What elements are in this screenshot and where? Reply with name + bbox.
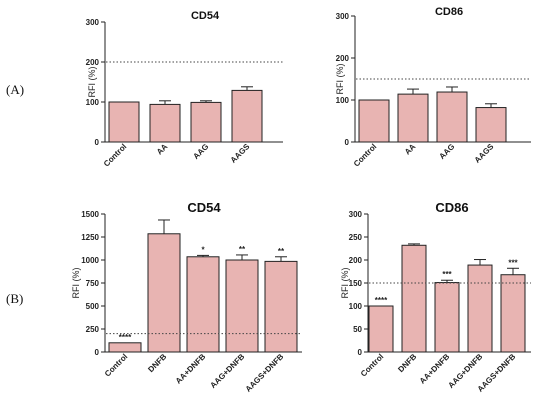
bar-control xyxy=(369,306,393,352)
category-label: Control xyxy=(359,352,385,378)
significance-label: **** xyxy=(119,333,132,342)
y-tick-label: 200 xyxy=(86,58,100,67)
y-tick-label: 0 xyxy=(358,348,363,357)
y-tick-label: 100 xyxy=(349,302,363,311)
category-label: Control xyxy=(103,352,129,378)
bar-aag xyxy=(437,92,467,142)
y-tick-label: 0 xyxy=(95,348,100,357)
bar-aa xyxy=(150,104,180,142)
category-label: AAG xyxy=(437,142,456,161)
bar-aa-dnfb xyxy=(187,257,219,352)
bar-dnfb xyxy=(148,234,180,352)
y-tick-label: 300 xyxy=(336,12,350,21)
category-label: DNFB xyxy=(396,352,418,374)
y-axis-label: RFI (%) xyxy=(87,67,97,98)
y-tick-label: 0 xyxy=(345,138,350,147)
bar-control xyxy=(109,343,141,352)
chart-title: CD54 xyxy=(191,10,220,22)
category-label: Control xyxy=(102,142,128,168)
y-tick-label: 1250 xyxy=(81,233,99,242)
y-tick-label: 750 xyxy=(86,279,100,288)
significance-label: *** xyxy=(508,258,518,267)
chart-title: CD54 xyxy=(187,200,221,215)
category-label: AA+DNFB xyxy=(418,352,452,386)
y-tick-label: 200 xyxy=(349,256,363,265)
y-tick-label: 300 xyxy=(86,18,100,27)
bar-dnfb xyxy=(402,245,426,352)
bar-control xyxy=(359,100,389,142)
y-tick-label: 250 xyxy=(86,325,100,334)
category-label: AAGS+DNFB xyxy=(244,352,286,394)
significance-label: **** xyxy=(375,296,388,305)
y-tick-label: 250 xyxy=(349,233,363,242)
chart-0: CD54 RFI (%) 0 100 200 300 Control AA AAG AAGS xyxy=(86,10,283,169)
bar-aa-dnfb xyxy=(435,283,459,352)
y-tick-label: 100 xyxy=(336,96,350,105)
bar-aags-dnfb xyxy=(265,261,297,352)
y-tick-label: 150 xyxy=(349,279,363,288)
bar-aag xyxy=(191,102,221,142)
category-label: DNFB xyxy=(146,352,168,374)
bar-aa xyxy=(398,94,428,142)
category-label: AA xyxy=(155,142,170,157)
y-tick-label: 300 xyxy=(349,210,363,219)
category-label: AA xyxy=(403,142,418,157)
category-label: AAGS xyxy=(473,142,496,165)
significance-label: * xyxy=(201,245,205,254)
category-label: Control xyxy=(352,142,378,168)
bar-aag-dnfb xyxy=(468,265,492,352)
bar-aags xyxy=(232,90,262,142)
bar-aags-dnfb xyxy=(501,275,525,352)
y-tick-label: 1500 xyxy=(81,210,99,219)
significance-label: ** xyxy=(278,247,285,256)
bar-control xyxy=(109,102,139,142)
category-label: AAG+DNFB xyxy=(208,352,246,390)
y-tick-label: 1000 xyxy=(81,256,99,265)
bar-aags xyxy=(476,108,506,142)
category-label: AAG xyxy=(191,142,210,161)
category-label: AA+DNFB xyxy=(174,352,208,386)
y-axis-label: RFI (%) xyxy=(335,64,345,95)
chart-title: CD86 xyxy=(435,6,463,18)
chart-title: CD86 xyxy=(435,200,468,215)
significance-label: ** xyxy=(239,245,246,254)
y-tick-label: 50 xyxy=(353,325,362,334)
category-label: AAGS xyxy=(229,142,252,165)
panel-label-b: (B) xyxy=(6,291,23,306)
chart-1: CD86 RFI (%) 0 100 200 300 Control AA AAG AAGS xyxy=(335,6,531,169)
y-tick-label: 0 xyxy=(95,138,100,147)
y-axis-label: RFI (%) xyxy=(71,268,81,299)
bar-aag-dnfb xyxy=(226,260,258,352)
y-tick-label: 500 xyxy=(86,302,100,311)
panel-label-a: (A) xyxy=(6,82,24,97)
y-tick-label: 200 xyxy=(336,54,350,63)
significance-label: *** xyxy=(442,270,452,279)
y-tick-label: 100 xyxy=(86,98,100,107)
